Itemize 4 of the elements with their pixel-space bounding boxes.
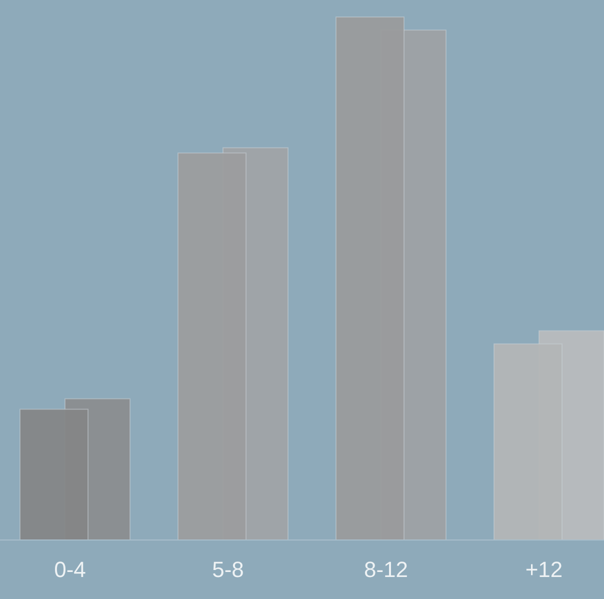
x-tick-label: 8-12 xyxy=(364,557,408,582)
x-tick-label: 5-8 xyxy=(212,557,244,582)
x-tick-label: +12 xyxy=(525,557,563,582)
x-tick-label: 0-4 xyxy=(54,557,86,582)
